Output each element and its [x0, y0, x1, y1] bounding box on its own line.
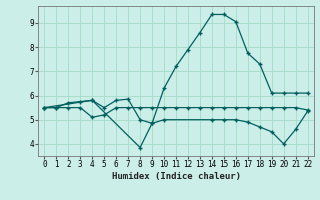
- X-axis label: Humidex (Indice chaleur): Humidex (Indice chaleur): [111, 172, 241, 181]
